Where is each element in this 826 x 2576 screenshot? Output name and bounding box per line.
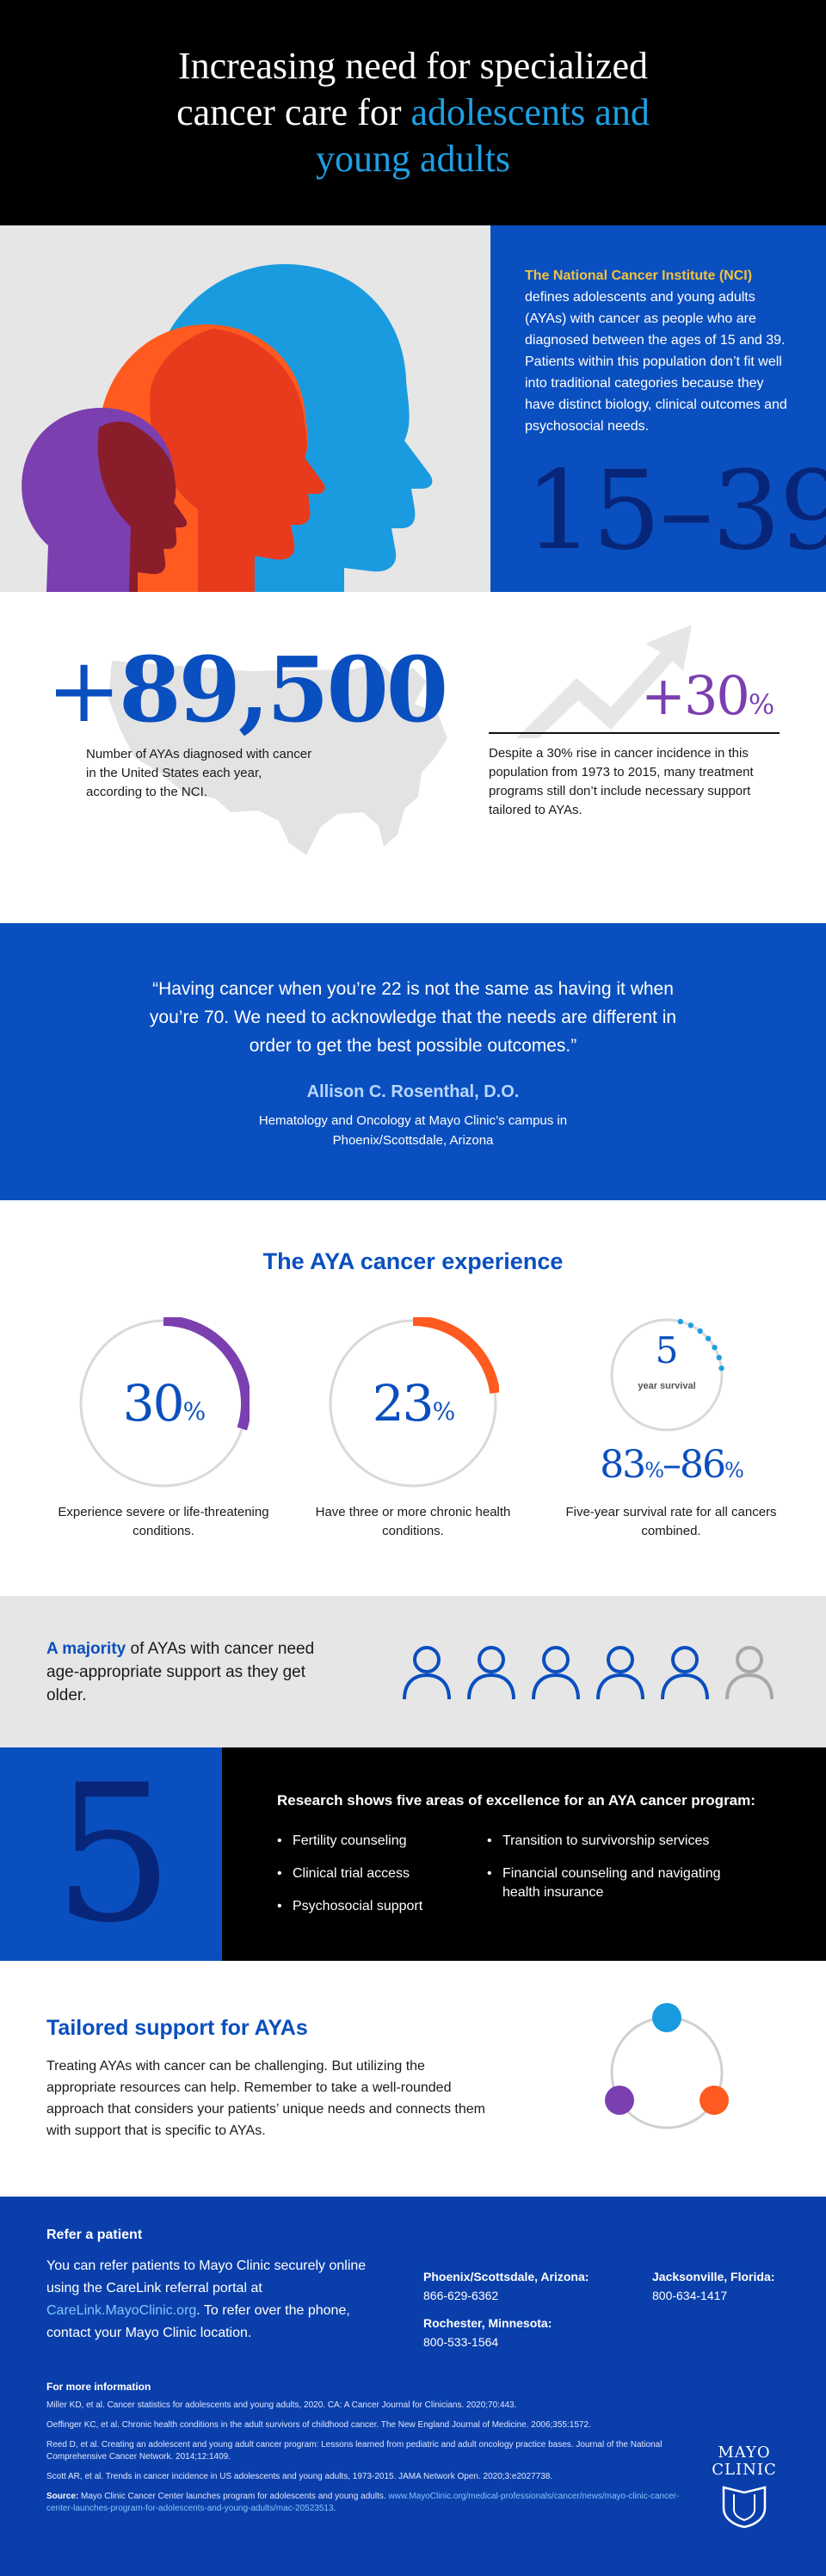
reference-item: Oeffinger KC, et al. Chronic health cond…	[46, 2420, 591, 2430]
us-map-icon	[108, 661, 447, 855]
areas-list-1: Fertility counseling Clinical trial acce…	[277, 1832, 466, 1930]
survival-dot	[677, 1318, 684, 1325]
people-icon-row	[403, 1646, 774, 1700]
severe-percent: 30%	[122, 1374, 206, 1433]
tailored-section: Tailored support for AYAs Treating AYAs …	[0, 1961, 826, 2197]
refer-heading: Refer a patient	[46, 2228, 143, 2242]
reference-item: Reed D, et al. Creating an adolescent an…	[46, 2440, 663, 2462]
chronic-percent: 23%	[372, 1374, 455, 1433]
rising-arrow-icon	[516, 625, 692, 738]
header: Increasing need for specialized cancer c…	[0, 0, 826, 225]
progress-ring-chronic	[329, 1317, 499, 1488]
person-icon	[725, 1646, 774, 1700]
tailored-title: Tailored support for AYAs	[46, 2016, 308, 2040]
person-icon	[532, 1646, 580, 1700]
head-silhouettes-illustration	[0, 225, 490, 592]
rise-text: Despite a 30% rise in cancer incidence i…	[489, 746, 754, 817]
stats-section: +89,500 Number of AYAs diagnosed with ca…	[0, 592, 826, 923]
location-phoenix: Phoenix/Scottsdale, Arizona: 866-629-6362	[423, 2270, 589, 2302]
aya-experience-section: The AYA cancer experience 30% Experience…	[0, 1200, 826, 1596]
survival-dot	[705, 1335, 712, 1341]
quote-author-role: Hematology and Oncology at Mayo Clinic’s…	[258, 1113, 568, 1148]
divider	[489, 732, 780, 734]
list-item: Clinical trial access	[277, 1864, 466, 1883]
title-highlight: adolescents and young adults	[315, 91, 650, 180]
person-icon	[467, 1646, 515, 1700]
person-icon	[403, 1646, 451, 1700]
survival-dot	[712, 1344, 718, 1351]
location-jacksonville: Jacksonville, Florida: 800-634-1417	[652, 2270, 775, 2302]
rise-percent: +30%	[641, 664, 774, 727]
footer: Refer a patient You can refer patients t…	[0, 2197, 826, 2576]
survival-label: year survival	[638, 1381, 696, 1391]
areas-section: 5 Research shows five areas of excellenc…	[0, 1747, 826, 1961]
diagnosed-text: Number of AYAs diagnosed with cancer in …	[86, 747, 312, 799]
nci-lead: The National Cancer Institute (NCI)	[525, 268, 753, 283]
reference-item: Miller KD, et al. Cancer statistics for …	[46, 2400, 517, 2410]
quote-text: “Having cancer when you’re 22 is not the…	[149, 979, 677, 1056]
quote-author: Allison C. Rosenthal, D.O.	[306, 1082, 520, 1101]
quote-section: “Having cancer when you’re 22 is not the…	[0, 923, 826, 1200]
person-icon	[596, 1646, 644, 1700]
survival-dot	[687, 1322, 694, 1328]
survival-dot	[697, 1328, 703, 1334]
list-item: Psychosocial support	[277, 1897, 466, 1916]
source-note: Source: Mayo Clinic Cancer Center launch…	[46, 2492, 680, 2513]
majority-section: A majority of AYAs with cancer need age-…	[0, 1596, 826, 1747]
refer-text: You can refer patients to Mayo Clinic se…	[46, 2259, 367, 2340]
areas-number-panel: 5	[0, 1747, 222, 1961]
silhouettes-icon	[22, 264, 433, 592]
chronic-caption: Have three or more chronic health condit…	[315, 1505, 511, 1538]
reference-item: Scott AR, et al. Trends in cancer incide…	[46, 2472, 553, 2481]
diagnosed-number: +89,500	[46, 637, 448, 743]
person-icon	[661, 1646, 709, 1700]
support-cycle-icon	[605, 2003, 729, 2129]
list-item: Fertility counseling	[277, 1832, 466, 1851]
references: Miller KD, et al. Cancer statistics for …	[46, 2400, 700, 2523]
survival-years: 5	[655, 1329, 679, 1371]
carelink-link[interactable]: CareLink.MayoClinic.org	[46, 2303, 197, 2318]
areas-heading: Research shows five areas of excellence …	[277, 1792, 755, 1809]
definition-panel: The National Cancer Institute (NCI) defi…	[490, 225, 826, 592]
age-range: 15–39	[525, 447, 826, 574]
survival-caption: Five-year survival rate for all cancers …	[565, 1505, 777, 1538]
location-rochester: Rochester, Minnesota: 800-533-1564	[423, 2316, 552, 2349]
more-info-heading: For more information	[46, 2381, 151, 2393]
mayo-clinic-logo: MAYO CLINIC	[697, 2444, 792, 2533]
source-link[interactable]: www.MayoClinic.org/medical-professionals…	[46, 2492, 680, 2513]
areas-list-2: Transition to survivorship services Fina…	[487, 1832, 745, 1916]
majority-text: A majority of AYAs with cancer need age-…	[46, 1640, 315, 1704]
tailored-text: Treating AYAs with cancer can be challen…	[46, 2059, 485, 2138]
shield-icon	[722, 2486, 767, 2529]
list-item: Financial counseling and navigating heal…	[487, 1864, 745, 1902]
survival-range: 83%–86%	[600, 1443, 744, 1487]
list-item: Transition to survivorship services	[487, 1832, 745, 1851]
survival-dot	[718, 1365, 724, 1371]
progress-ring-severe	[79, 1317, 250, 1488]
survival-dot	[716, 1354, 722, 1361]
survival-ring-icon	[610, 1318, 724, 1432]
aya-title: The AYA cancer experience	[262, 1248, 564, 1274]
page-title: Increasing need for specialized cancer c…	[176, 45, 650, 180]
severe-caption: Experience severe or life-threatening co…	[58, 1505, 269, 1538]
areas-number: 5	[53, 1747, 174, 1961]
definition-section: The National Cancer Institute (NCI) defi…	[0, 225, 826, 592]
definition-text: The National Cancer Institute (NCI) defi…	[525, 268, 787, 434]
